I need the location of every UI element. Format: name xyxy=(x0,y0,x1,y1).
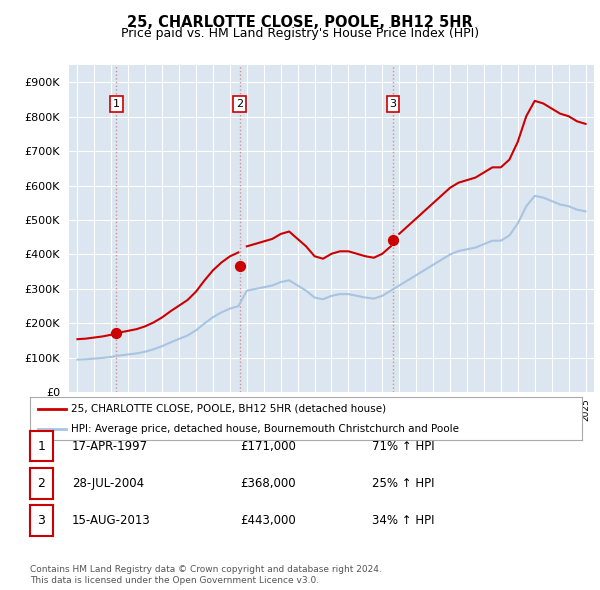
Text: Price paid vs. HM Land Registry's House Price Index (HPI): Price paid vs. HM Land Registry's House … xyxy=(121,27,479,40)
Text: 2: 2 xyxy=(37,477,46,490)
Text: £171,000: £171,000 xyxy=(240,440,296,453)
Text: 15-AUG-2013: 15-AUG-2013 xyxy=(72,514,151,527)
Text: £368,000: £368,000 xyxy=(240,477,296,490)
Point xyxy=(235,261,244,270)
Text: 25% ↑ HPI: 25% ↑ HPI xyxy=(372,477,434,490)
Text: 17-APR-1997: 17-APR-1997 xyxy=(72,440,148,453)
Text: 3: 3 xyxy=(389,99,397,109)
Text: 25, CHARLOTTE CLOSE, POOLE, BH12 5HR (detached house): 25, CHARLOTTE CLOSE, POOLE, BH12 5HR (de… xyxy=(71,404,386,414)
Text: 2: 2 xyxy=(236,99,243,109)
Point xyxy=(112,329,121,338)
Text: 1: 1 xyxy=(37,440,46,453)
Point xyxy=(388,235,398,244)
Text: 28-JUL-2004: 28-JUL-2004 xyxy=(72,477,144,490)
Text: Contains HM Land Registry data © Crown copyright and database right 2024.: Contains HM Land Registry data © Crown c… xyxy=(30,565,382,574)
Text: HPI: Average price, detached house, Bournemouth Christchurch and Poole: HPI: Average price, detached house, Bour… xyxy=(71,424,460,434)
Text: 25, CHARLOTTE CLOSE, POOLE, BH12 5HR: 25, CHARLOTTE CLOSE, POOLE, BH12 5HR xyxy=(127,15,473,30)
Text: This data is licensed under the Open Government Licence v3.0.: This data is licensed under the Open Gov… xyxy=(30,576,319,585)
Text: 34% ↑ HPI: 34% ↑ HPI xyxy=(372,514,434,527)
Text: 1: 1 xyxy=(113,99,120,109)
Text: 3: 3 xyxy=(37,514,46,527)
Text: £443,000: £443,000 xyxy=(240,514,296,527)
Text: 71% ↑ HPI: 71% ↑ HPI xyxy=(372,440,434,453)
